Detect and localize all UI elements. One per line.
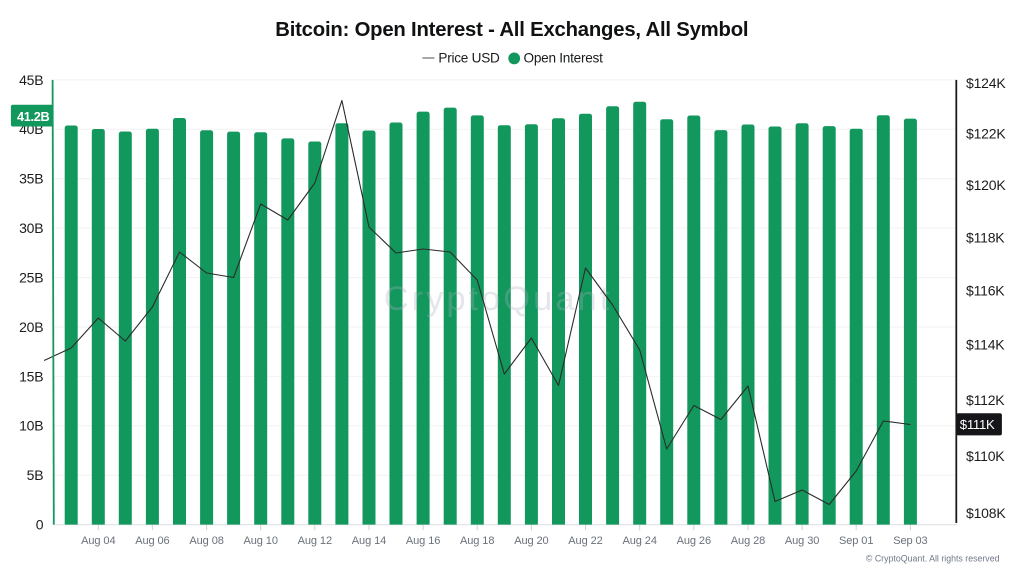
svg-text:Aug 10: Aug 10 — [243, 535, 277, 547]
svg-text:© CryptoQuant. All rights rese: © CryptoQuant. All rights reserved — [866, 554, 1000, 564]
svg-text:Aug 22: Aug 22 — [568, 535, 602, 547]
svg-text:35B: 35B — [19, 171, 43, 187]
svg-text:41.2B: 41.2B — [17, 109, 50, 124]
svg-text:Sep 03: Sep 03 — [893, 535, 927, 547]
svg-text:$122K: $122K — [966, 126, 1006, 142]
svg-text:Aug 14: Aug 14 — [352, 535, 386, 547]
svg-text:Aug 12: Aug 12 — [298, 535, 332, 547]
svg-text:Aug 28: Aug 28 — [731, 535, 765, 547]
svg-text:$116K: $116K — [966, 283, 1005, 299]
svg-text:20B: 20B — [19, 319, 43, 335]
svg-text:Aug 20: Aug 20 — [514, 535, 548, 547]
svg-text:25B: 25B — [19, 269, 43, 285]
svg-text:45B: 45B — [19, 72, 43, 88]
svg-text:Aug 24: Aug 24 — [622, 535, 656, 547]
svg-text:Price USD: Price USD — [438, 50, 500, 65]
svg-text:$111K: $111K — [960, 417, 995, 432]
svg-text:10B: 10B — [19, 418, 43, 434]
svg-text:$114K: $114K — [966, 337, 1005, 353]
svg-text:$124K: $124K — [966, 75, 1006, 91]
svg-text:5B: 5B — [27, 467, 44, 483]
svg-text:Bitcoin: Open Interest - All E: Bitcoin: Open Interest - All Exchanges, … — [275, 19, 748, 41]
svg-text:15B: 15B — [19, 368, 43, 384]
svg-text:$108K: $108K — [966, 505, 1006, 521]
svg-text:0: 0 — [36, 517, 44, 533]
svg-text:$110K: $110K — [966, 448, 1005, 464]
svg-text:$120K: $120K — [966, 177, 1006, 193]
svg-text:Aug 06: Aug 06 — [135, 535, 169, 547]
svg-text:30B: 30B — [19, 220, 43, 236]
svg-text:CryptoQuant: CryptoQuant — [384, 280, 613, 318]
svg-text:Aug 04: Aug 04 — [81, 535, 115, 547]
svg-text:Aug 30: Aug 30 — [785, 535, 819, 547]
svg-text:Aug 18: Aug 18 — [460, 535, 494, 547]
svg-text:Open Interest: Open Interest — [524, 50, 604, 65]
svg-text:Aug 08: Aug 08 — [189, 535, 223, 547]
svg-text:Aug 26: Aug 26 — [677, 535, 711, 547]
svg-text:$112K: $112K — [966, 392, 1005, 408]
svg-text:$118K: $118K — [966, 229, 1005, 245]
svg-text:Sep 01: Sep 01 — [839, 535, 873, 547]
svg-text:Aug 16: Aug 16 — [406, 535, 440, 547]
